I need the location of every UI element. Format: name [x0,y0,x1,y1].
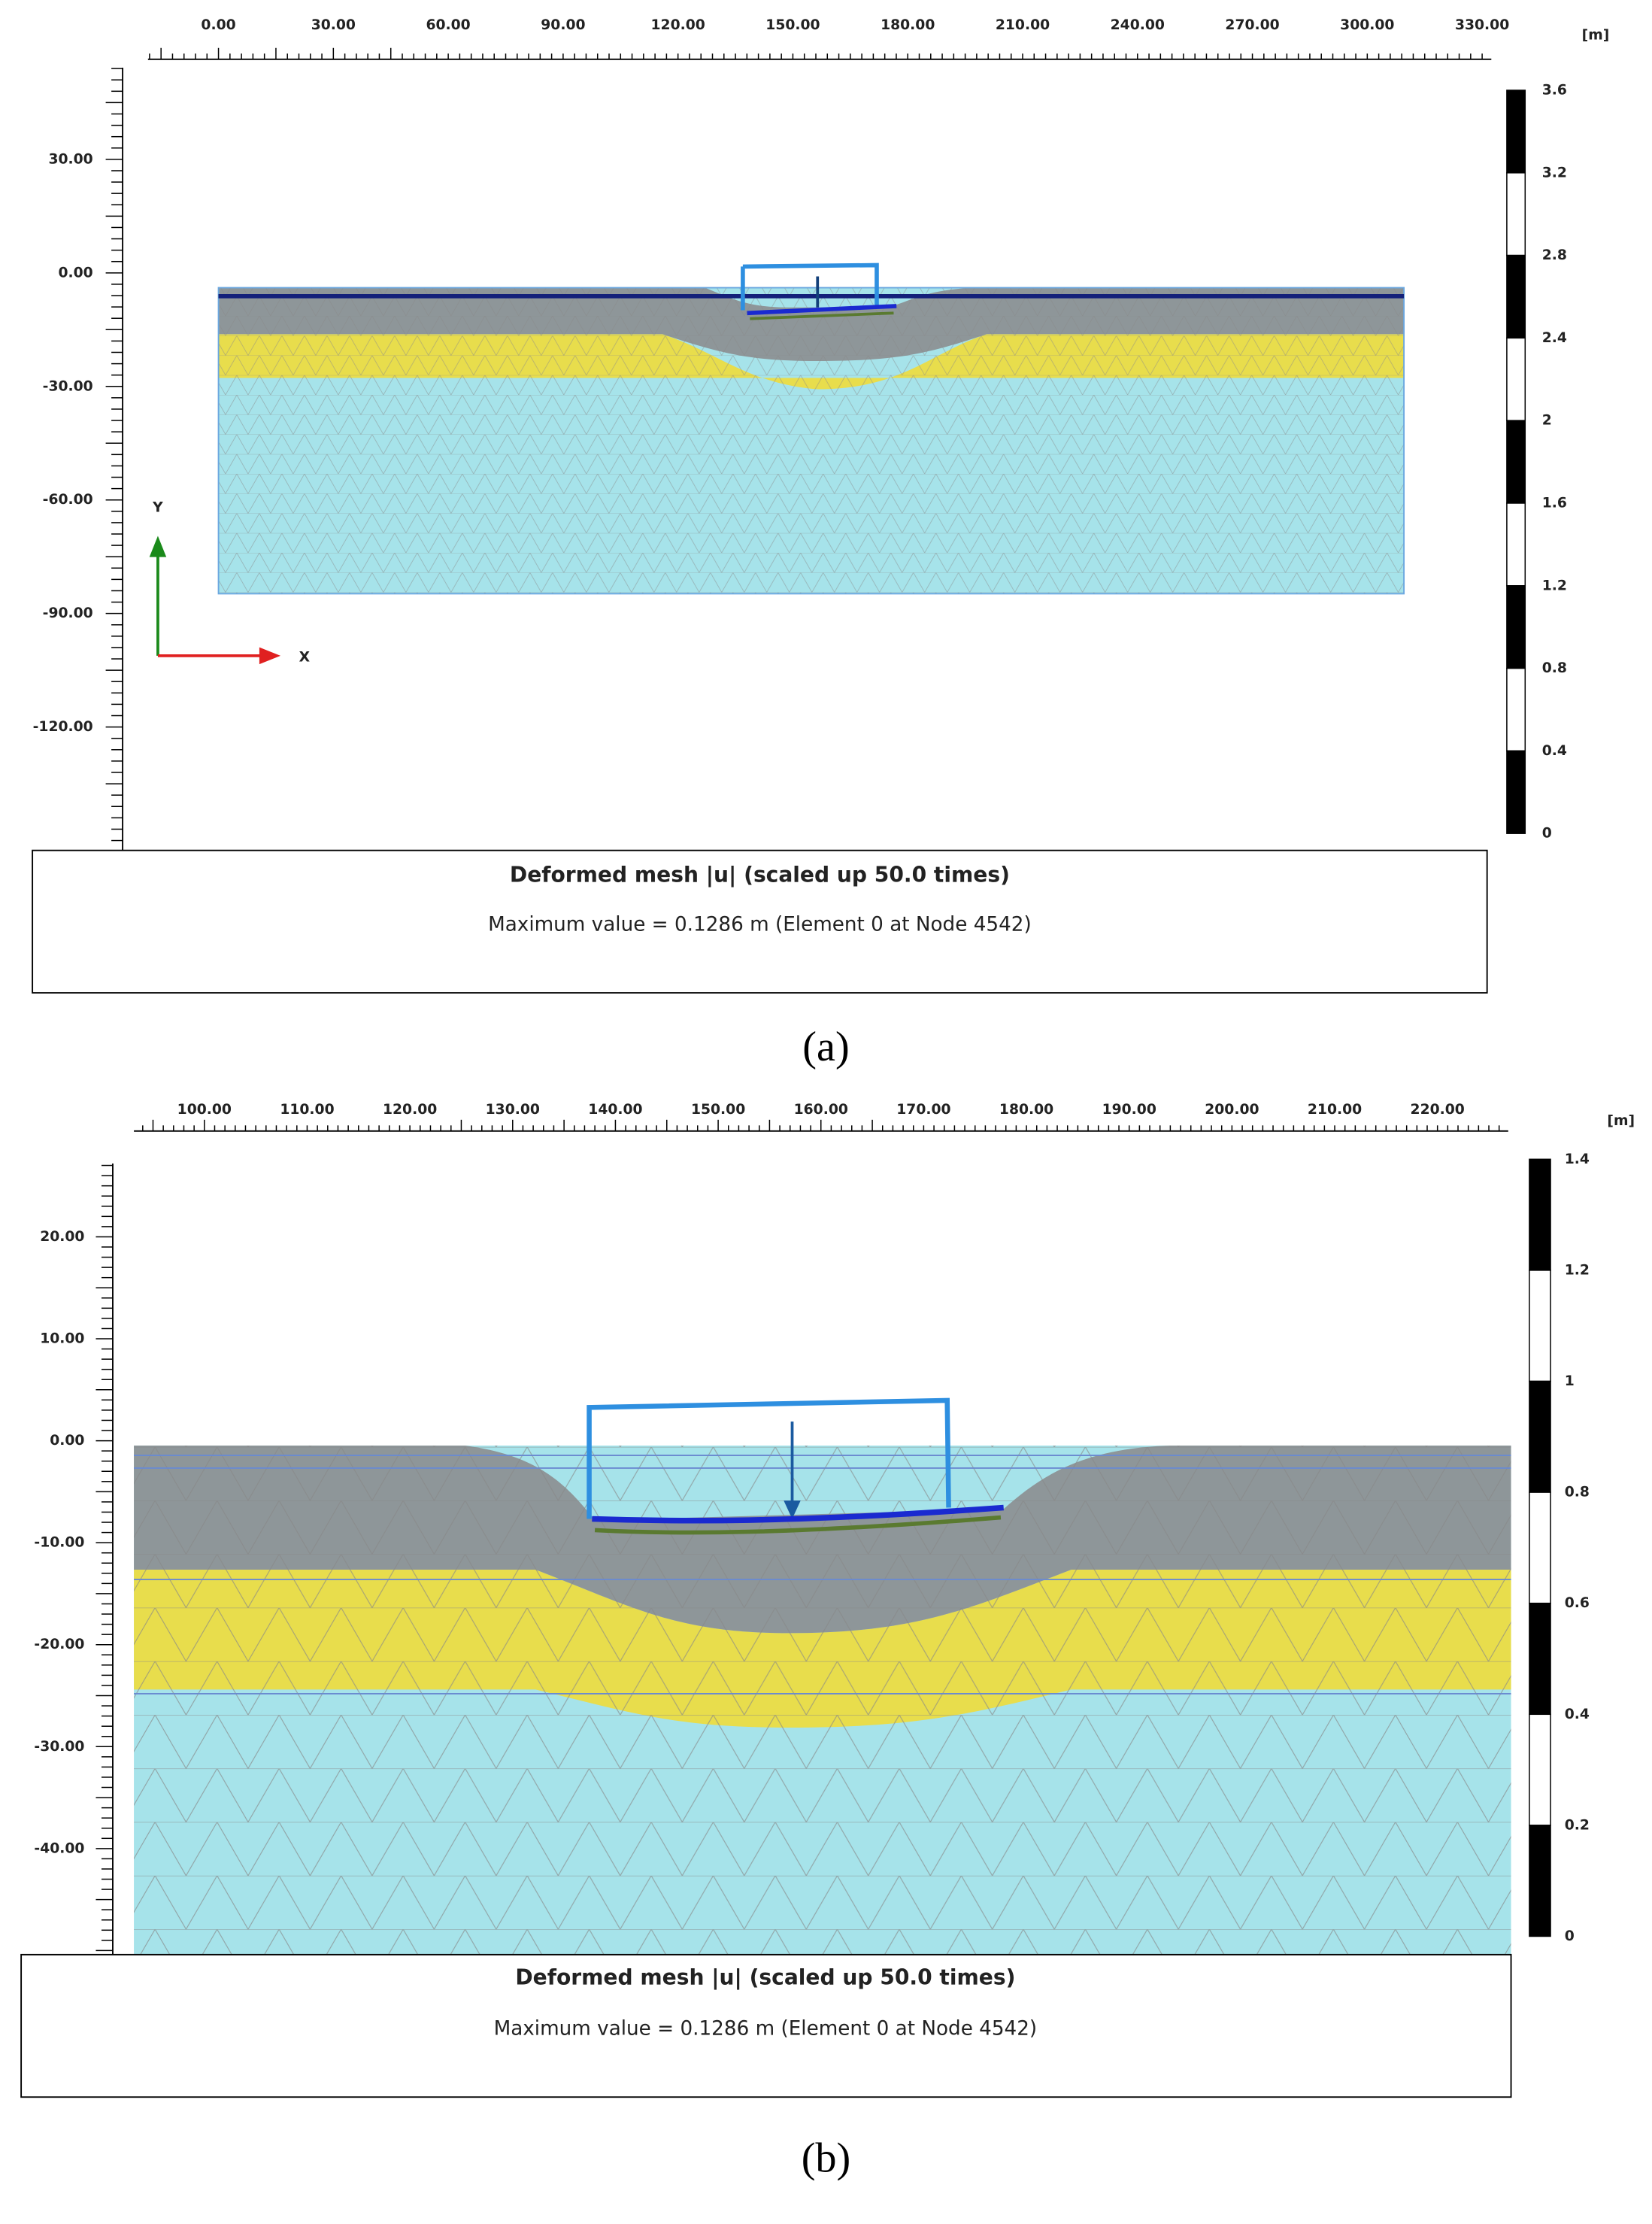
mesh [217,287,1405,595]
legend-segment [1529,1491,1551,1604]
figure-caption: (a) [802,1024,849,1070]
x-tick-label: 100.00 [177,1102,232,1118]
x-tick-label: 150.00 [691,1102,745,1118]
y-tick-label: 0.00 [50,1433,84,1449]
legend-label: 0.6 [1565,1595,1590,1611]
x-tick-label: 130.00 [486,1102,540,1118]
legend-segment [1529,1380,1551,1493]
y-tick-label: -10.00 [34,1535,84,1551]
y-tick-label: 20.00 [40,1229,84,1245]
plot-subtitle: Maximum value = 0.1286 m (Element 0 at N… [494,2018,1038,2040]
legend-label: 2 [1542,413,1552,429]
x-tick-label: 160.00 [794,1102,848,1118]
unit-label: [m] [1607,1113,1635,1129]
arrowhead [784,1500,801,1519]
soil-model-a: Y X [149,262,1405,665]
x-tick-label: 200.00 [1205,1102,1259,1118]
legend-segment [1506,172,1526,256]
x-tick-label: 330.00 [1455,17,1509,33]
legend-segment [1529,1602,1551,1716]
legend-segment [1506,337,1526,421]
plot-subtitle: Maximum value = 0.1286 m (Element 0 at N… [488,914,1032,936]
axis-y-label: Y [152,500,163,516]
x-tick-label: 110.00 [280,1102,334,1118]
x-tick-label: 210.00 [996,17,1050,33]
y-tick-label: 0.00 [58,265,92,281]
x-tick-label: 180.00 [881,17,935,33]
legend-label: 1.6 [1542,495,1567,511]
legend-segment [1529,1825,1551,1937]
x-tick-label: 190.00 [1102,1102,1156,1118]
x-tick-label: 210.00 [1308,1102,1362,1118]
legend-label: 0.8 [1542,660,1567,676]
x-tick-label: 0.00 [201,17,235,33]
figure-caption: (b) [802,2134,851,2181]
x-tick-label: 270.00 [1225,17,1279,33]
legend-segment [1506,420,1526,504]
building-frame [587,1397,951,1519]
soil-model-b [134,1397,1511,1955]
info-box [32,849,1488,994]
y-tick-label: 10.00 [40,1331,84,1347]
legend-segment [1529,1158,1551,1271]
legend-label: 0 [1565,1928,1575,1944]
x-tick-label: 170.00 [896,1102,950,1118]
y-tick-label: -60.00 [43,492,93,508]
legend-segment [1506,667,1526,752]
x-tick-label: 60.00 [426,17,470,33]
legend-label: 0.8 [1565,1485,1590,1500]
interface [750,311,894,320]
legend-label: 2.8 [1542,247,1567,263]
plot-title: Deformed mesh |u| (scaled up 50.0 times) [515,1965,1015,1990]
x-tick-label: 300.00 [1340,17,1394,33]
y-tick-label: -90.00 [43,605,93,621]
legend-label: 0.4 [1565,1707,1590,1722]
legend-segment [1529,1270,1551,1382]
legend-segment [1506,585,1526,669]
plot-title: Deformed mesh |u| (scaled up 50.0 times) [510,862,1010,887]
building-frame [741,262,879,311]
legend-label: 0.4 [1542,743,1567,759]
unit-label: [m] [1582,27,1610,43]
legend-label: 1.2 [1542,578,1567,593]
x-tick-label: 120.00 [383,1102,437,1118]
legend-label: 2.4 [1542,330,1567,346]
legend-label: 3.2 [1542,165,1567,181]
x-tick-label: 30.00 [311,17,356,33]
y-tick-label: 30.00 [48,151,92,167]
raft [747,304,897,316]
y-tick-label: -40.00 [34,1840,84,1856]
x-tick-label: 240.00 [1111,17,1165,33]
info-box [20,1953,1512,2098]
x-arrowhead [259,647,281,665]
y-tick-label: -20.00 [34,1637,84,1652]
axis-x-label: X [299,649,311,665]
legend-label: 1.2 [1565,1262,1590,1278]
legend-segment [1506,750,1526,834]
legend-segment [1529,1713,1551,1826]
x-tick-label: 220.00 [1411,1102,1465,1118]
x-tick-label: 120.00 [651,17,705,33]
x-tick-label: 90.00 [541,17,585,33]
legend-label: 1 [1565,1373,1575,1389]
y-tick-label: -30.00 [43,378,93,394]
y-tick-label: -30.00 [34,1739,84,1755]
y-tick-label: -120.00 [33,719,93,735]
y-arrowhead [149,536,167,557]
x-tick-label: 150.00 [765,17,820,33]
x-tick-label: 140.00 [588,1102,642,1118]
legend-label: 1.4 [1565,1151,1590,1167]
legend-segment [1506,254,1526,339]
legend-label: 0 [1542,826,1552,842]
mesh [134,1445,1511,1955]
legend-segment [1506,90,1526,174]
legend-label: 0.2 [1565,1817,1590,1833]
interface [594,1515,1002,1535]
legend-label: 3.6 [1542,83,1567,99]
raft [592,1504,1004,1524]
x-tick-label: 180.00 [999,1102,1053,1118]
legend-segment [1506,502,1526,587]
